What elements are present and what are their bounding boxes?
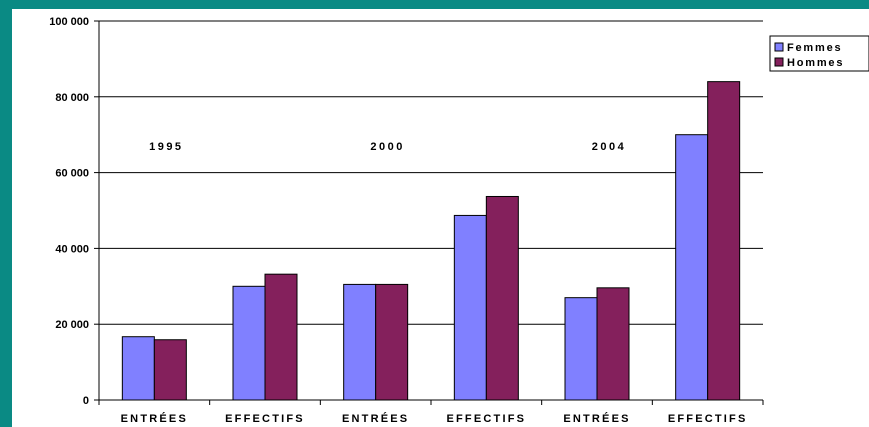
bar-hommes-3 <box>485 195 519 401</box>
bar-femmes-5 <box>675 134 709 401</box>
y-tick-labels: 0 20 000 40 000 60 000 80 000 100 000 <box>49 16 89 407</box>
bar-hommes-4 <box>596 287 630 401</box>
legend: Femmes Hommes <box>769 35 869 72</box>
year-label: 2004 <box>592 141 626 153</box>
y-tick-label: 20 000 <box>55 319 89 331</box>
bar-femmes-1 <box>232 285 266 401</box>
bar-femmes-2 <box>343 283 377 401</box>
legend-label-hommes: Hommes <box>787 57 844 69</box>
bar-femmes-0 <box>121 336 155 401</box>
year-labels: 1995 2000 2004 <box>149 141 626 153</box>
y-tick-label: 80 000 <box>55 92 89 104</box>
bar-hommes-2 <box>375 283 409 401</box>
y-tick-label: 40 000 <box>55 243 89 255</box>
y-tick-label: 60 000 <box>55 168 89 180</box>
bar-hommes-1 <box>264 273 298 401</box>
x-category-label: ENTRÉES <box>342 412 409 425</box>
bar-chart: 0 20 000 40 000 60 000 80 000 100 000 ENTRÉES… <box>49 16 869 425</box>
year-label: 1995 <box>149 141 183 153</box>
chart-panel: 0 20 000 40 000 60 000 80 000 100 000 ENTRÉES… <box>12 9 869 427</box>
axes <box>94 20 764 405</box>
year-label: 2000 <box>370 141 404 153</box>
bars <box>121 81 741 401</box>
x-category-label: EFFECTIFS <box>225 413 305 425</box>
bar-hommes-5 <box>707 81 741 401</box>
bar-femmes-4 <box>564 297 598 401</box>
bar-femmes-3 <box>453 214 487 401</box>
x-category-label: EFFECTIFS <box>668 413 748 425</box>
x-category-label: ENTRÉES <box>121 412 188 425</box>
legend-swatch-hommes <box>774 57 784 67</box>
legend-box <box>769 35 869 72</box>
x-category-labels: ENTRÉES EFFECTIFS ENTRÉES EFFECTIFS ENTRÉES E… <box>121 412 748 425</box>
legend-swatch-femmes <box>774 42 784 52</box>
y-tick-label: 0 <box>83 395 89 407</box>
grid-lines <box>99 20 763 325</box>
x-category-label: EFFECTIFS <box>446 413 526 425</box>
y-tick-label: 100 000 <box>49 16 89 28</box>
x-category-label: ENTRÉES <box>563 412 630 425</box>
bar-hommes-0 <box>153 339 187 401</box>
legend-label-femmes: Femmes <box>787 42 842 54</box>
